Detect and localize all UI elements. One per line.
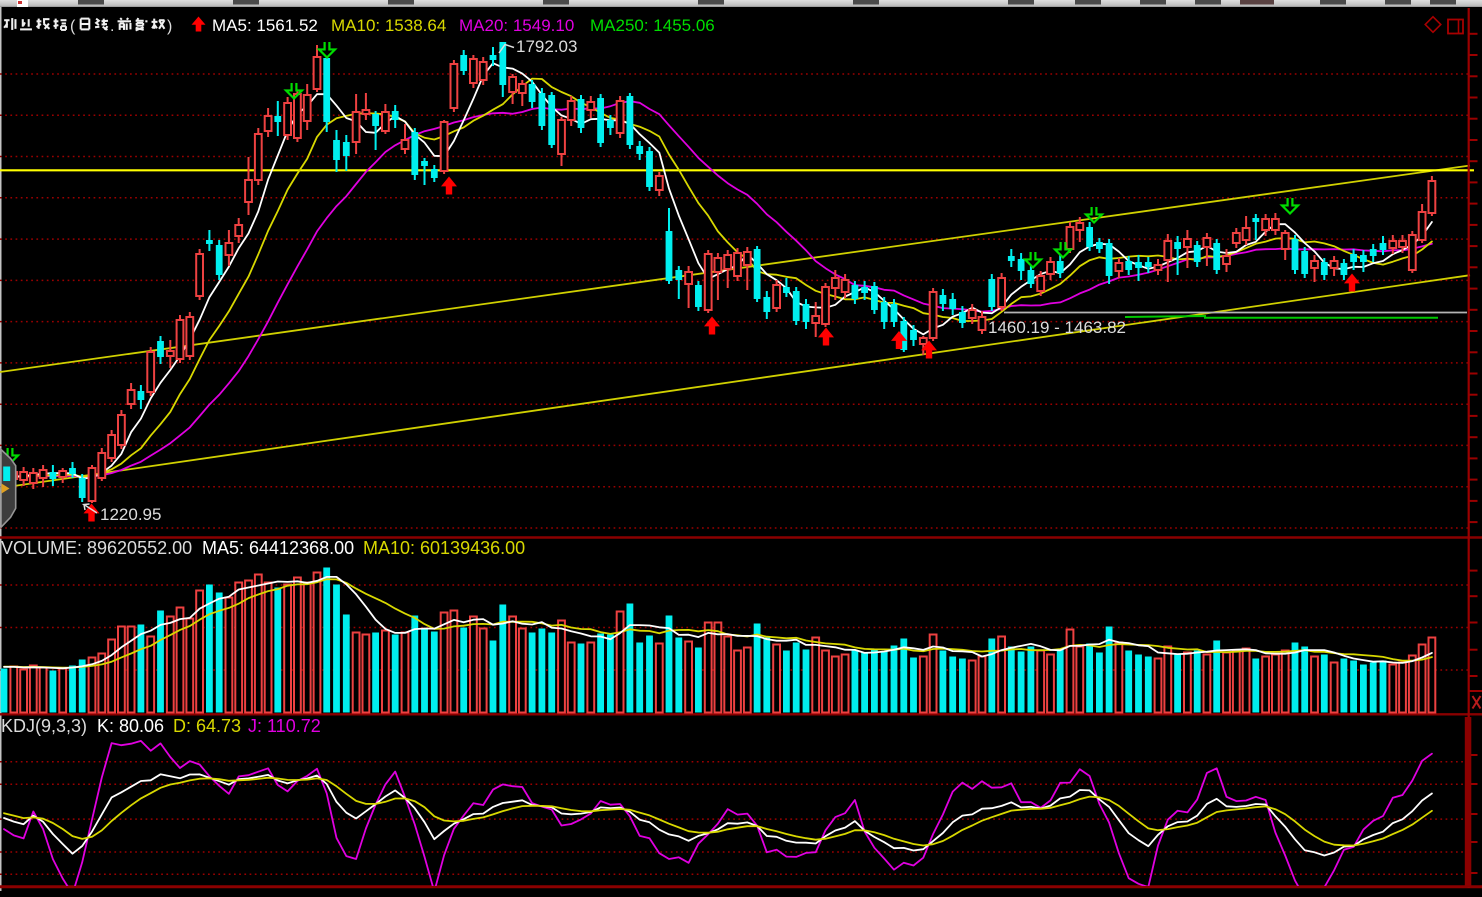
svg-text:.: .	[110, 18, 114, 35]
svg-text:(: (	[70, 18, 76, 35]
svg-text:MA5: 1561.52: MA5: 1561.52	[212, 16, 318, 35]
svg-text:1792.03: 1792.03	[516, 37, 577, 56]
svg-text:VOLUME: 89620552.00: VOLUME: 89620552.00	[1, 538, 192, 558]
svg-text:MA10: 60139436.00: MA10: 60139436.00	[363, 538, 525, 558]
svg-text:MA5: 64412368.00: MA5: 64412368.00	[202, 538, 354, 558]
svg-text:MA20: 1549.10: MA20: 1549.10	[459, 16, 574, 35]
svg-text:KDJ(9,3,3): KDJ(9,3,3)	[1, 716, 87, 736]
svg-text:): )	[167, 18, 172, 35]
svg-text:J: 110.72: J: 110.72	[248, 716, 321, 736]
svg-text:1460.19 - 1463.82: 1460.19 - 1463.82	[988, 318, 1126, 337]
svg-text:MA250: 1455.06: MA250: 1455.06	[590, 16, 715, 35]
svg-text:1220.95: 1220.95	[100, 505, 161, 524]
svg-text:D: 64.73: D: 64.73	[173, 716, 241, 736]
svg-text:K: 80.06: K: 80.06	[97, 716, 164, 736]
svg-text:MA10: 1538.64: MA10: 1538.64	[331, 16, 446, 35]
